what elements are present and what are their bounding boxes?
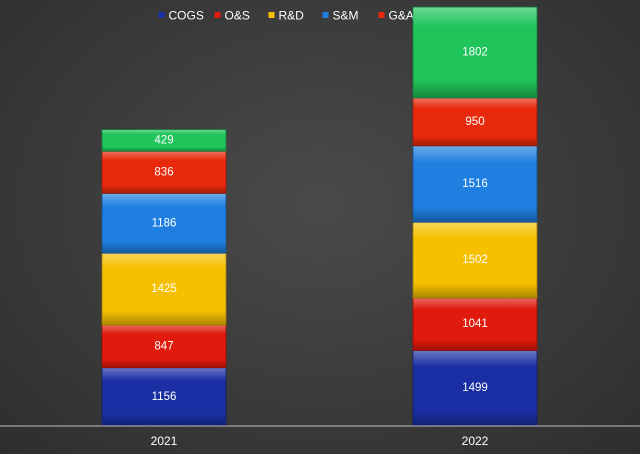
bar-cogs-2021 <box>101 367 227 427</box>
data-label-cogs-2021: 1156 <box>152 391 177 403</box>
data-label-r-and-d-2022: 1502 <box>462 254 488 266</box>
data-label-r-and-d-2021: 1425 <box>151 283 177 295</box>
legend-label-g-and-a: G&A <box>389 9 414 23</box>
plot-area: 1156 847 1425 1186 836 429 1499 1041 1502 1516 950… <box>101 6 538 427</box>
legend-label-r-and-d: R&D <box>279 9 305 23</box>
data-label-s-and-m-2022: 1516 <box>462 178 488 190</box>
bar-s-and-m-2022 <box>412 145 538 223</box>
bar-g-and-a-2022 <box>412 97 538 147</box>
legend-label-cogs: COGS <box>169 9 204 23</box>
legend-swatch-o-and-s <box>214 12 221 18</box>
data-label-s-and-m-2021: 1186 <box>152 217 177 229</box>
bar-ebit-2022 <box>412 6 538 99</box>
data-label-o-and-s-2021: 847 <box>154 340 173 352</box>
data-label-ebit-2022: 1802 <box>462 46 488 58</box>
data-label-o-and-s-2022: 1041 <box>462 318 488 330</box>
data-label-g-and-a-2021: 836 <box>154 166 173 178</box>
x-tick-label-2022: 2022 <box>462 434 489 448</box>
legend-swatch-s-and-m <box>322 12 329 18</box>
bar-g-and-a-2021 <box>101 150 227 194</box>
legend-swatch-r-and-d <box>268 12 275 18</box>
data-label-ebit-2021: 429 <box>154 134 173 146</box>
legend-label-s-and-m: S&M <box>333 9 359 23</box>
legend-swatch-g-and-a <box>378 12 385 18</box>
bar-r-and-d-2022 <box>412 221 538 299</box>
data-label-g-and-a-2022: 950 <box>465 116 484 128</box>
data-label-cogs-2022: 1499 <box>462 382 488 394</box>
legend-swatch-cogs <box>158 12 165 18</box>
legend-label-o-and-s: O&S <box>225 9 250 23</box>
x-tick-label-2021: 2021 <box>151 434 178 448</box>
bar-cogs-2022 <box>412 350 538 427</box>
bar-ebit-2021 <box>101 129 227 152</box>
x-axis-labels: 2021 2022 <box>151 434 489 448</box>
